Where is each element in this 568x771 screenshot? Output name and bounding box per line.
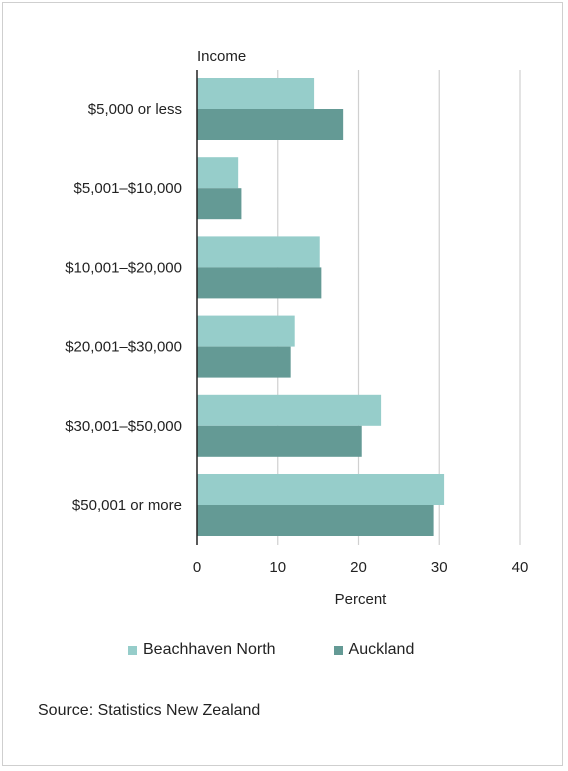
category-label: $5,000 or less [88,101,182,118]
legend-label: Auckland [348,641,415,658]
legend-swatch [128,645,137,655]
bar [197,425,362,457]
legend-item-series-2: Auckland [333,641,415,659]
bar [197,267,322,299]
category-label: $50,001 or more [72,497,182,514]
legend-label: Beachhaven North [143,641,276,658]
bar [197,109,344,140]
legend-item-series-1: Beachhaven North [128,641,276,659]
legend: Beachhaven North Auckland [128,641,414,659]
x-tick-label: 0 [193,559,201,576]
bar [197,236,320,268]
bar [197,394,382,426]
category-axis-title: Income [197,48,246,65]
category-label: $20,001–$30,000 [65,339,182,356]
bar [197,157,239,189]
x-axis-ticks: 0 10 20 30 40 [193,559,529,576]
bar-chart: 0 10 20 30 40 $5,000 or less $5,001–$10,000 $1… [65,48,529,608]
legend-swatch [333,645,343,655]
bar [197,315,295,347]
category-label: $30,001–$50,000 [65,418,182,435]
bar [197,188,242,220]
category-label: $10,001–$20,000 [65,259,182,276]
bar [197,474,445,505]
bar [197,78,315,109]
category-labels: $5,000 or less $5,001–$10,000 $10,001–$20,… [65,101,182,514]
x-tick-label: 10 [269,559,286,576]
bar [197,346,291,378]
bar [197,505,434,536]
category-label: $5,001–$10,000 [74,180,182,197]
gridlines [277,70,521,545]
x-axis-title: Percent [335,591,388,608]
x-tick-label: 30 [431,559,448,576]
bars [197,78,445,536]
x-tick-label: 20 [350,559,367,576]
x-tick-label: 40 [512,559,529,576]
source-note: Source: Statistics New Zealand [38,702,261,719]
